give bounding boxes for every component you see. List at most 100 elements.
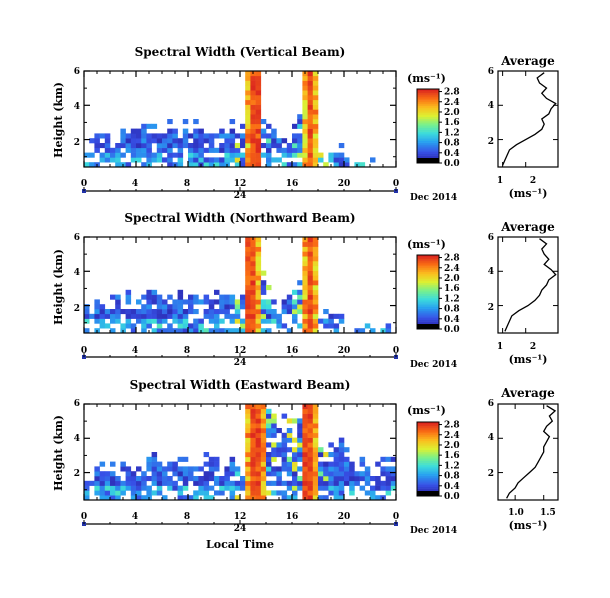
- heatmap-cell: [162, 480, 168, 486]
- heatmap-cell: [177, 466, 184, 472]
- heatmap-cell: [255, 265, 262, 271]
- heatmap-cell: [125, 299, 132, 305]
- heatmap-cell: [104, 309, 111, 315]
- colorbar-segment: [417, 89, 439, 92]
- heatmap-cell: [255, 466, 262, 472]
- heatmap-cell: [359, 485, 366, 491]
- heatmap-cell: [328, 313, 334, 319]
- heatmap-cell: [146, 323, 152, 329]
- heatmap-cell: [260, 299, 267, 305]
- colorbar-segment: [417, 107, 439, 110]
- heatmap-cell: [307, 251, 314, 257]
- y-tick-label: 6: [74, 233, 80, 243]
- x-tick-label: 16: [286, 179, 299, 189]
- heatmap-cell: [162, 309, 168, 315]
- heatmap-cell: [312, 119, 319, 125]
- heatmap-cell: [297, 114, 303, 120]
- heatmap-cell: [349, 485, 355, 491]
- heatmap-cell: [110, 313, 116, 319]
- average-y-tick: 6: [488, 233, 494, 243]
- heatmap-cell: [260, 408, 267, 414]
- colorbar-segment: [417, 255, 439, 258]
- y-tick-label: 4: [74, 268, 80, 278]
- x-tick-label: 4: [132, 512, 138, 522]
- heatmap-cell: [203, 495, 210, 501]
- heatmap-cell: [229, 318, 236, 324]
- heatmap-cell: [286, 152, 293, 158]
- heatmap-cell: [312, 157, 319, 163]
- heatmap-cell: [141, 318, 147, 324]
- heatmap-cell: [255, 162, 262, 168]
- heatmap-cell: [104, 138, 111, 144]
- heatmap-cell: [182, 471, 189, 477]
- heatmap-cell: [234, 147, 241, 153]
- heatmap-cell: [125, 485, 132, 491]
- heatmap-cell: [130, 157, 137, 163]
- heatmap-cell: [364, 490, 371, 496]
- heatmap-cell: [281, 299, 288, 305]
- x-tick-label: 4: [132, 346, 138, 356]
- heatmap-cell: [240, 476, 246, 482]
- heatmap-cell: [94, 138, 100, 144]
- heatmap-cell: [307, 432, 314, 438]
- heatmap-cell: [302, 313, 308, 319]
- heatmap-cell: [94, 309, 100, 315]
- heatmap-cell: [307, 404, 314, 410]
- heatmap-cell: [219, 309, 225, 315]
- heatmap-cell: [234, 157, 241, 163]
- heatmap-cell: [245, 261, 251, 267]
- heatmap-cell: [104, 313, 111, 319]
- heatmap-cell: [338, 162, 345, 168]
- heatmap-cell: [151, 456, 158, 462]
- heatmap-cell: [375, 485, 381, 491]
- heatmap-cell: [245, 471, 251, 477]
- heatmap-cell: [364, 323, 371, 329]
- heatmap-cell: [292, 143, 298, 149]
- heatmap-cell: [136, 490, 142, 496]
- heatmap-cell: [297, 133, 303, 139]
- heatmap-cell: [219, 480, 225, 486]
- heatmap-cell: [208, 466, 215, 472]
- colorbar-tick-label: 0.8: [444, 305, 460, 315]
- heatmap-cell: [198, 138, 204, 144]
- heatmap-cell: [151, 480, 158, 486]
- heatmap-cell: [141, 476, 147, 482]
- heatmap-cell: [364, 480, 371, 486]
- date-label: Dec 2014: [410, 193, 457, 203]
- panel-title: Spectral Width (Northward Beam): [124, 211, 355, 225]
- heatmap-cell: [312, 313, 319, 319]
- heatmap-cell: [115, 143, 121, 149]
- heatmap-cell: [250, 428, 256, 434]
- colorbar-segment: [417, 129, 439, 132]
- heatmap-cell: [188, 162, 194, 168]
- colorbar-segment: [417, 425, 439, 428]
- heatmap-cell: [359, 461, 366, 467]
- heatmap-cell: [250, 437, 256, 443]
- panel-plot-area: 0.00.40.81.21.62.02.42.8: [82, 403, 559, 526]
- heatmap-cell: [146, 485, 152, 491]
- colorbar-segment: [417, 449, 439, 452]
- heatmap-cell: [266, 157, 272, 163]
- heatmap-cell: [245, 71, 251, 77]
- heatmap-cell: [250, 456, 256, 462]
- heatmap-cell: [182, 138, 189, 144]
- heatmap-cell: [214, 461, 220, 467]
- heatmap-cell: [390, 471, 397, 477]
- heatmap-cell: [328, 318, 334, 324]
- heatmap-cell: [255, 157, 262, 163]
- heatmap-cell: [203, 490, 210, 496]
- heatmap-cell: [307, 104, 314, 110]
- heatmap-cell: [307, 442, 314, 448]
- heatmap-cell: [115, 294, 121, 300]
- heatmap-cell: [307, 313, 314, 319]
- heatmap-cell: [333, 162, 340, 168]
- heatmap-cell: [250, 471, 256, 477]
- heatmap-cell: [177, 471, 184, 477]
- heatmap-cell: [110, 294, 116, 300]
- heatmap-cell: [125, 476, 132, 482]
- heatmap-cell: [250, 461, 256, 467]
- heatmap-cell: [214, 309, 220, 315]
- heatmap-cell: [255, 99, 262, 105]
- colorbar-segment: [417, 114, 439, 118]
- heatmap-cell: [338, 466, 345, 472]
